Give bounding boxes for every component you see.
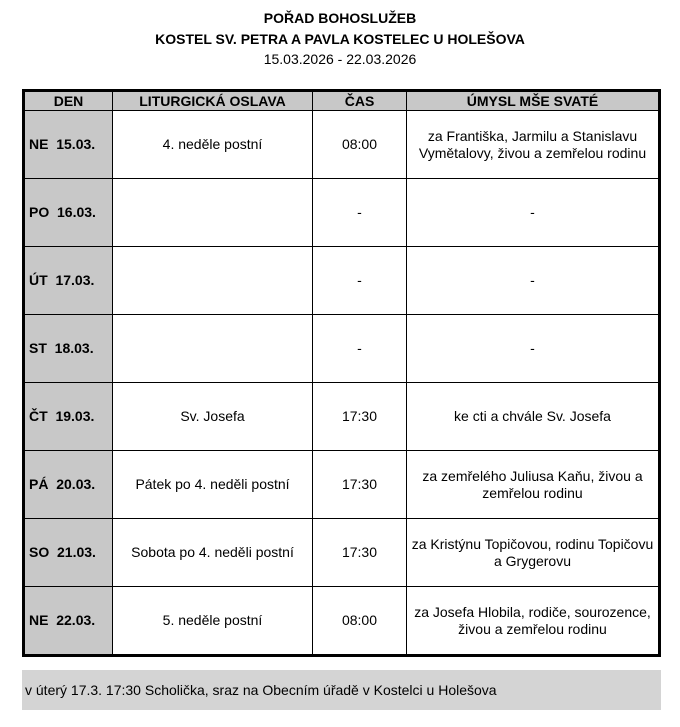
day-cell: ÚT 17.03. — [23, 246, 113, 315]
day-cell: PO 16.03. — [23, 178, 113, 247]
oslava-cell: Sv. Josefa — [112, 382, 313, 451]
col-oslava: LITURGICKÁ OSLAVA — [112, 90, 313, 111]
table-row: ÚT 17.03. - - — [23, 246, 660, 315]
oslava-cell: Pátek po 4. neděli postní — [112, 450, 313, 519]
oslava-cell: 5. neděle postní — [112, 586, 313, 656]
col-den: DEN — [23, 90, 113, 111]
table-row: PO 16.03. - - — [23, 178, 660, 247]
day-cell: ST 18.03. — [23, 314, 113, 383]
time-cell: 17:30 — [312, 382, 407, 451]
day-cell: SO 21.03. — [23, 518, 113, 587]
oslava-cell — [112, 178, 313, 247]
intention-cell: - — [406, 246, 660, 315]
table-row: SO 21.03. Sobota po 4. neděli postní 17:30… — [23, 518, 660, 587]
col-umysl: ÚMYSL MŠE SVATÉ — [406, 90, 660, 111]
day-cell: ČT 19.03. — [23, 382, 113, 451]
document-title: POŘAD BOHOSLUŽEB — [263, 10, 417, 26]
time-cell: 08:00 — [312, 586, 407, 656]
time-cell: - — [312, 314, 407, 383]
intention-cell: za zemřelého Juliusa Kaňu, živou a zemře… — [406, 450, 660, 519]
table-row: PÁ 20.03. Pátek po 4. neděli postní 17:30 z… — [23, 450, 660, 519]
schedule-table: DEN LITURGICKÁ OSLAVA ČAS ÚMYSL MŠE SVAT… — [22, 89, 661, 657]
time-cell: - — [312, 178, 407, 247]
date-range: 15.03.2026 - 22.03.2026 — [263, 51, 417, 67]
church-name: KOSTEL SV. PETRA A PAVLA KOSTELEC U HOLE… — [155, 31, 525, 47]
table-row: ST 18.03. - - — [23, 314, 660, 383]
intention-cell: za Kristýnu Topičovou, rodinu Topičovu a… — [406, 518, 660, 587]
intention-cell: za Františka, Jarmilu a Stanislavu Vymět… — [406, 110, 660, 179]
oslava-cell: 4. neděle postní — [112, 110, 313, 179]
intention-cell: za Josefa Hlobila, rodiče, sourozence, ž… — [406, 586, 660, 656]
intention-cell: - — [406, 314, 660, 383]
table-row: ČT 19.03. Sv. Josefa 17:30 ke cti a chvále … — [23, 382, 660, 451]
intention-cell: ke cti a chvále Sv. Josefa — [406, 382, 660, 451]
time-cell: 17:30 — [312, 450, 407, 519]
day-cell: NE 15.03. — [23, 110, 113, 179]
oslava-cell: Sobota po 4. neděli postní — [112, 518, 313, 587]
time-cell: 17:30 — [312, 518, 407, 587]
table-row: NE 22.03. 5. neděle postní 08:00 za Josefa … — [23, 586, 660, 656]
oslava-cell — [112, 246, 313, 315]
table-row: NE 15.03. 4. neděle postní 08:00 za Františ… — [23, 110, 660, 179]
footer-note: v úterý 17.3. 17:30 Scholička, sraz na O… — [22, 670, 661, 710]
day-cell: PÁ 20.03. — [23, 450, 113, 519]
time-cell: 08:00 — [312, 110, 407, 179]
intention-cell: - — [406, 178, 660, 247]
oslava-cell — [112, 314, 313, 383]
time-cell: - — [312, 246, 407, 315]
day-cell: NE 22.03. — [23, 586, 113, 656]
col-cas: ČAS — [312, 90, 407, 111]
